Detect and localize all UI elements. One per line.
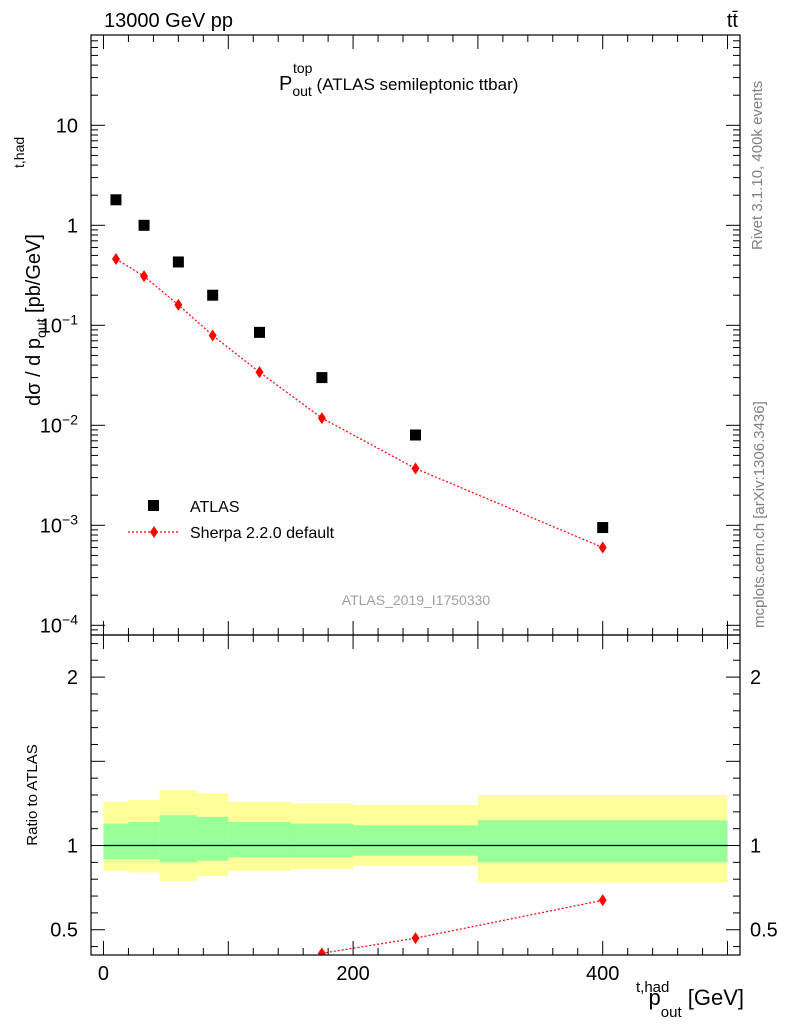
legend: ATLAS Sherpa 2.2.0 default: [128, 499, 335, 542]
sherpa-ratio-point: [598, 894, 607, 907]
ratio-y-tick-label-right: 0.5: [750, 920, 778, 942]
uncertainty-band-inner: [159, 815, 198, 863]
legend-sherpa-label: Sherpa 2.2.0 default: [190, 525, 335, 542]
atlas-data-point: [138, 219, 150, 231]
ratio-panel: 0.5 0.5 1 1 2 2 0 200 400 Ratio to ATLAS pout [G…: [24, 634, 778, 1021]
uncertainty-band-inner: [353, 825, 478, 856]
ratio-axes: 0.5 0.5 1 1 2 2 0 200 400: [50, 635, 778, 985]
sherpa-data-point: [140, 270, 149, 283]
chart-title-rest: (ATLAS semileptonic ttbar): [312, 75, 519, 94]
sherpa-data-point: [174, 298, 183, 311]
ratio-plot-area: [103, 789, 728, 955]
main-axes: 10 1 10−1 10−2 10−3 10−4: [40, 34, 740, 637]
main-panel: 10 1 10−1 10−2 10−3 10−4 Pout (ATLAS semilept…: [11, 34, 741, 637]
atlas-data-point: [172, 256, 184, 268]
sherpa-data-point: [208, 329, 217, 342]
ratio-ylabel: Ratio to ATLAS: [24, 744, 41, 845]
main-ylabel-sub: out: [33, 318, 49, 338]
main-y-tick-label: 10−3: [40, 511, 78, 537]
ratio-xlabel-sup: t,had: [636, 979, 669, 996]
chart-title: Pout (ATLAS semileptonic ttbar): [279, 73, 518, 99]
analysis-watermark: ATLAS_2019_I1750330: [342, 592, 491, 608]
uncertainty-band-inner: [290, 823, 354, 858]
uncertainty-band-inner: [477, 820, 728, 863]
ratio-xlabel-suffix: [GeV]: [682, 985, 744, 1010]
main-ylabel-suffix: [pb/GeV]: [23, 234, 45, 319]
main-ylabel: dσ / d pout [pb/GeV]: [23, 234, 49, 406]
main-panel-frame: [90, 34, 741, 636]
main-plot-area: [110, 194, 609, 554]
ratio-x-tick-label: 0: [98, 963, 109, 985]
chart-title-main: P: [279, 73, 292, 95]
main-y-tick-label: 10−1: [40, 311, 78, 337]
rivet-version-label: Rivet 3.1.10, 400k events: [749, 81, 766, 250]
uncertainty-band-inner: [103, 823, 129, 859]
uncertainty-band-inner: [197, 816, 229, 861]
sherpa-ratio-line: [321, 899, 603, 954]
main-y-tick-label: 1: [67, 215, 78, 237]
sherpa-data-point: [255, 366, 264, 379]
atlas-data-point: [207, 289, 219, 301]
chart-title-sup: top: [293, 60, 313, 76]
svg-text:dσ / d pout [pb/GeV]: dσ / d pout [pb/GeV]: [23, 234, 49, 406]
main-ylabel-sup: t,had: [11, 137, 27, 168]
energy-label: 13000 GeV pp: [104, 10, 233, 32]
main-y-tick-label: 10: [56, 115, 78, 137]
sherpa-data-point: [598, 541, 607, 554]
sherpa-data-point: [317, 412, 326, 425]
process-label: tt̄: [727, 10, 739, 32]
ratio-xlabel: pout [GeV]: [649, 985, 744, 1021]
main-ylabel-prefix: dσ / d p: [23, 338, 45, 406]
ratio-x-tick-label: 400: [586, 963, 619, 985]
chart-title-sub: out: [292, 83, 312, 99]
uncertainty-band-inner: [128, 821, 160, 859]
main-y-tick-label: 10−4: [40, 611, 78, 637]
atlas-data-point: [253, 326, 265, 338]
ratio-xlabel-prefix: p: [649, 985, 661, 1010]
ratio-y-tick-label: 1: [67, 836, 78, 858]
legend-atlas-label: ATLAS: [190, 499, 240, 516]
sherpa-line: [115, 258, 603, 549]
ratio-xlabel-sub: out: [661, 1004, 683, 1021]
atlas-data-point: [316, 372, 328, 384]
sherpa-ratio-point: [317, 947, 326, 955]
ratio-y-tick-label-right: 2: [750, 667, 761, 689]
sherpa-data-point: [111, 253, 120, 266]
ratio-y-tick-label: 2: [67, 667, 78, 689]
main-y-tick-label: 10−2: [40, 411, 78, 437]
atlas-data-point: [110, 194, 122, 206]
atlas-data-point: [410, 429, 421, 441]
atlas-data-point: [597, 522, 609, 534]
sherpa-data-point: [411, 462, 420, 475]
ratio-y-tick-label-right: 1: [750, 836, 761, 858]
ratio-y-tick-label: 0.5: [50, 920, 78, 942]
source-label: mcplots.cern.ch [arXiv:1306.3436]: [751, 401, 768, 628]
uncertainty-band-inner: [228, 821, 291, 858]
sherpa-ratio-point: [411, 932, 420, 945]
ratio-x-tick-label: 200: [336, 963, 369, 985]
legend-atlas-marker: [148, 500, 159, 511]
legend-sherpa-marker: [150, 526, 158, 538]
